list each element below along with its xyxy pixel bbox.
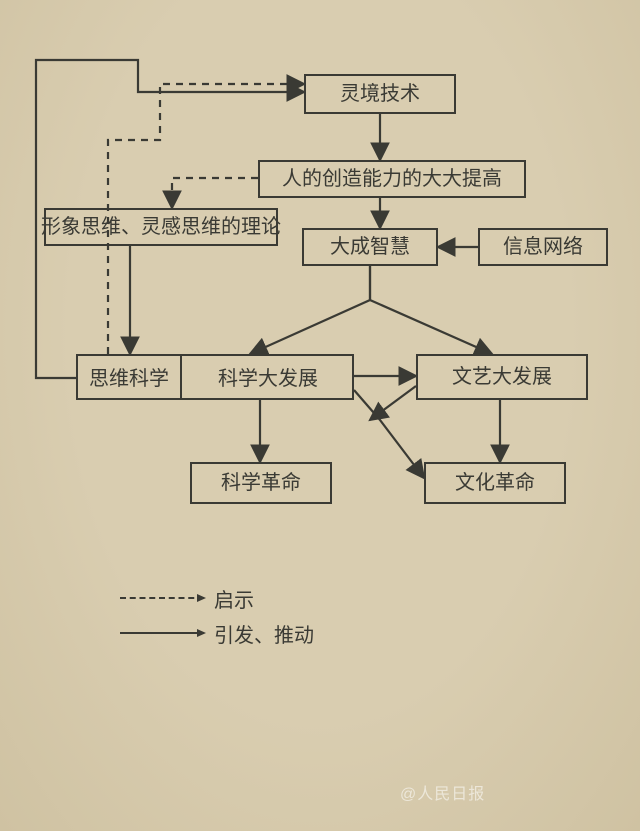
node-label: 人的创造能力的大大提高 — [282, 168, 502, 190]
node-wangluo: 信息网络 — [478, 228, 608, 266]
node-wenhuagm: 文化革命 — [424, 462, 566, 504]
node-label: 大成智慧 — [330, 236, 410, 258]
node-label: 形象思维、灵感思维的理论 — [41, 216, 281, 238]
node-lingjing: 灵境技术 — [304, 74, 456, 114]
watermark: @人民日报 — [400, 780, 485, 804]
node-wenyi: 文艺大发展 — [416, 354, 588, 400]
node-lilun: 形象思维、灵感思维的理论 — [44, 208, 278, 246]
legend-label: 引发、推动 — [214, 619, 314, 648]
legend-row-solid: 引发、推动 — [120, 619, 314, 648]
node-label: 信息网络 — [503, 236, 583, 258]
legend-line-dashed-icon — [120, 597, 204, 601]
node-siwei-kexue: 思维科学 科学大发展 — [76, 354, 354, 400]
watermark-text: @人民日报 — [400, 786, 485, 803]
legend: 启示 引发、推动 — [120, 584, 314, 654]
node-label: 文化革命 — [455, 472, 535, 494]
legend-row-dashed: 启示 — [120, 584, 314, 613]
node-kexuegm: 科学革命 — [190, 462, 332, 504]
legend-line-solid-icon — [120, 632, 204, 636]
node-label: 文艺大发展 — [452, 366, 552, 388]
legend-label: 启示 — [214, 584, 254, 613]
paper-background — [0, 0, 640, 831]
node-label-left: 思维科学 — [78, 356, 180, 402]
node-label-right: 科学大发展 — [180, 356, 356, 402]
node-label: 科学革命 — [221, 472, 301, 494]
node-chuangzao: 人的创造能力的大大提高 — [258, 160, 526, 198]
node-dacheng: 大成智慧 — [302, 228, 438, 266]
node-label: 灵境技术 — [340, 83, 420, 105]
